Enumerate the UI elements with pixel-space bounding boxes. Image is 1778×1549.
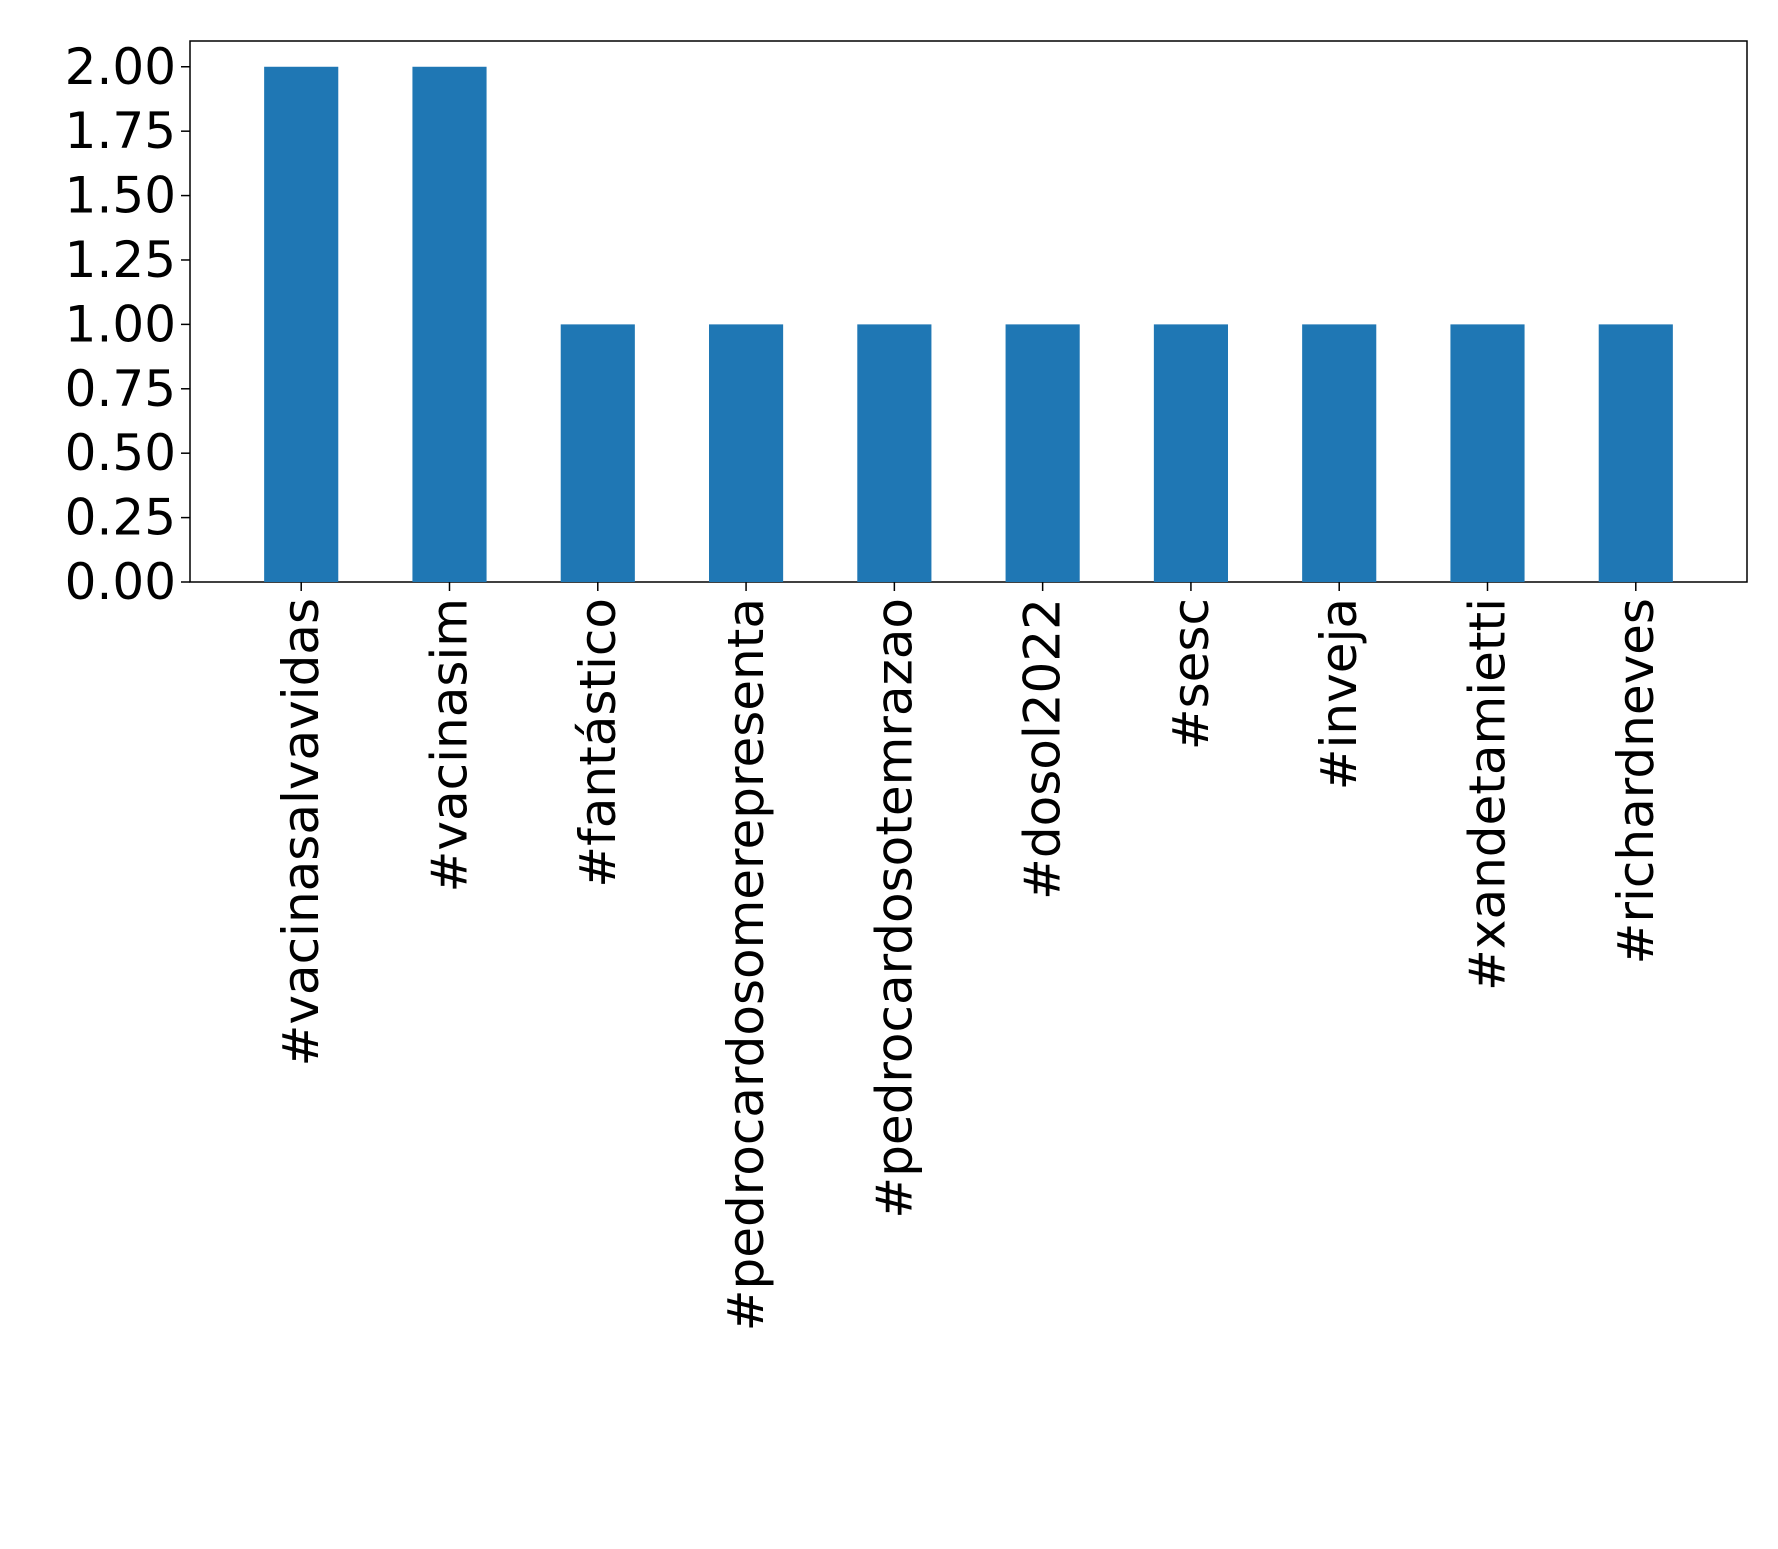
x-tick-label: #pedrocardosotemrazao xyxy=(865,598,923,1219)
bar xyxy=(560,324,635,582)
y-axis: 0.00 0.25 0.50 0.75 1.00 1.25 1.50 1.75 2.00 xyxy=(65,38,190,611)
bar xyxy=(264,66,339,582)
bar xyxy=(1302,324,1377,582)
y-tick-label: 1.75 xyxy=(65,102,176,160)
y-tick-label: 2.00 xyxy=(65,38,176,96)
bar xyxy=(1450,324,1525,582)
bar xyxy=(709,324,784,582)
x-tick-label: #sesc xyxy=(1162,598,1220,750)
x-tick-label: #xandetamietti xyxy=(1459,598,1517,991)
x-tick-label: #pedrocardosomerepresenta xyxy=(717,598,775,1331)
bar xyxy=(1153,324,1228,582)
bar xyxy=(857,324,932,582)
y-tick-label: 0.75 xyxy=(65,360,176,418)
x-tick-label: #vacinasalvavidas xyxy=(272,598,330,1067)
bars-layer xyxy=(264,66,1673,582)
x-tick-label: #fantástico xyxy=(569,598,627,888)
x-tick-label: #vacinasim xyxy=(421,598,479,892)
x-axis: #vacinasalvavidas #vacinasim #fantástico #p… xyxy=(272,582,1665,1331)
x-tick-label: #inveja xyxy=(1310,598,1368,790)
y-tick-label: 0.00 xyxy=(65,553,176,611)
x-tick-label: #richardneves xyxy=(1607,598,1665,964)
y-tick-label: 0.50 xyxy=(65,424,176,482)
y-tick-label: 1.50 xyxy=(65,167,176,225)
y-tick-label: 0.25 xyxy=(65,489,176,547)
bar xyxy=(1598,324,1673,582)
plot-frame xyxy=(189,40,1748,583)
bar xyxy=(412,66,487,582)
bar xyxy=(1005,324,1080,582)
y-tick-label: 1.00 xyxy=(65,295,176,353)
x-tick-label: #dosol2022 xyxy=(1014,598,1072,900)
y-tick-label: 1.25 xyxy=(65,231,176,289)
